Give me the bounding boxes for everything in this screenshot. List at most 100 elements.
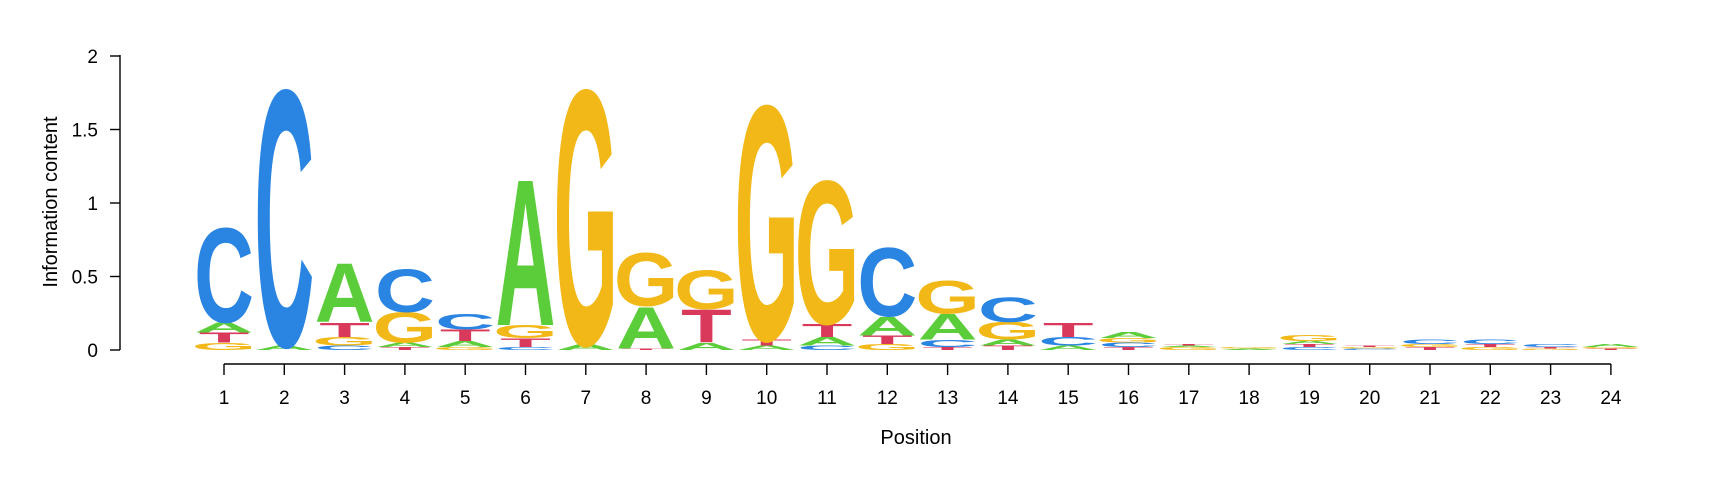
glyph-C-pos-22: C	[1460, 339, 1520, 346]
logo-stack-position-8: TAG	[614, 237, 678, 362]
glyph-G-pos-11: G	[795, 139, 859, 369]
glyph-T-pos-3: T	[319, 318, 370, 341]
glyph-A-pos-15: A	[1038, 345, 1098, 352]
glyph-G-pos-9: G	[674, 259, 738, 321]
glyph-G-pos-14: G	[976, 318, 1040, 345]
x-tick-label: 12	[877, 388, 898, 409]
x-tick-label: 16	[1118, 388, 1139, 409]
glyph-A-pos-9: A	[676, 341, 736, 352]
glyph-T-pos-9: T	[681, 301, 732, 354]
glyph-A-pos-19: A	[1279, 340, 1339, 345]
x-axis: 1 2 3 4 5 6 7 8 9 10 11 12 13 14 15 16 17 18 19 20 21 22 23 24	[219, 363, 1622, 409]
glyph-G-pos-3: G	[312, 334, 376, 348]
glyph-T-pos-11: T	[802, 320, 853, 341]
glyph-G-pos-17: G	[1157, 346, 1221, 351]
glyph-G-pos-20: G	[1337, 347, 1401, 349]
glyph-C-pos-13: C	[918, 338, 978, 349]
glyph-C-pos-20: C	[1340, 348, 1400, 350]
logo-stack-position-7: AG	[554, 14, 618, 422]
logo-stack-position-9: ATG	[674, 259, 738, 354]
y-axis-title: Information content	[40, 116, 62, 288]
glyph-C-pos-2: C	[254, 14, 314, 424]
y-tick-label: 0	[87, 341, 98, 362]
glyph-G-pos-21: G	[1398, 343, 1462, 348]
x-tick-label: 10	[756, 388, 777, 409]
glyph-T-pos-13: T	[922, 346, 973, 351]
x-axis-title: Position	[880, 427, 951, 449]
glyph-A-pos-7: A	[556, 343, 616, 352]
glyph-A-pos-4: A	[375, 342, 435, 349]
glyph-T-pos-10: T	[741, 338, 792, 347]
x-tick-label: 4	[400, 388, 411, 409]
glyph-T-pos-20: T	[1344, 345, 1395, 347]
x-tick-label: 9	[701, 388, 712, 409]
glyph-T-pos-23: T	[1525, 347, 1576, 349]
glyph-A-pos-14: A	[978, 338, 1038, 347]
x-tick-label: 20	[1359, 388, 1380, 409]
glyph-G-pos-8: G	[614, 237, 678, 322]
glyph-G-pos-18: G	[1217, 347, 1281, 349]
glyph-G-pos-1: G	[192, 341, 256, 352]
glyph-C-pos-16: C	[1099, 342, 1159, 349]
glyph-C-pos-19: C	[1279, 346, 1339, 351]
glyph-T-pos-17: T	[1163, 344, 1214, 346]
glyph-C-pos-12: C	[857, 229, 917, 338]
logo-stack-position-22: GTC	[1458, 339, 1522, 351]
logo-stack-position-24: TGA	[1579, 343, 1643, 350]
glyph-A-pos-17: A	[1159, 345, 1219, 347]
glyph-A-pos-24: A	[1581, 343, 1641, 348]
glyph-T-pos-22: T	[1465, 343, 1516, 348]
glyph-A-pos-2: A	[254, 345, 314, 352]
x-tick-label: 19	[1299, 388, 1320, 409]
glyph-G-pos-22: G	[1458, 346, 1522, 351]
glyph-G-pos-13: G	[915, 271, 979, 324]
glyph-C-pos-6: C	[496, 346, 556, 351]
glyph-T-pos-14: T	[983, 345, 1034, 352]
glyph-C-pos-14: C	[978, 291, 1038, 330]
glyph-C-pos-23: C	[1521, 343, 1581, 348]
logo-stack-position-17: GAT	[1157, 344, 1221, 351]
logo-stack-position-23: GTC	[1518, 343, 1582, 350]
x-tick-label: 18	[1239, 388, 1260, 409]
glyph-A-pos-18: A	[1219, 348, 1279, 350]
glyph-G-pos-6: G	[493, 322, 557, 343]
glyph-G-pos-24: G	[1579, 347, 1643, 349]
glyph-C-pos-21: C	[1400, 339, 1460, 346]
glyph-A-pos-1: A	[194, 319, 254, 335]
glyph-T-pos-16: T	[1103, 346, 1154, 351]
glyph-C-pos-1: C	[194, 199, 254, 351]
x-tick-label: 7	[581, 388, 592, 409]
glyph-G-pos-16: G	[1096, 337, 1160, 344]
glyph-A-pos-3: A	[315, 245, 375, 340]
x-tick-label: 3	[339, 388, 350, 409]
glyph-A-pos-11: A	[797, 334, 857, 348]
glyph-T-pos-21: T	[1405, 346, 1456, 351]
glyph-G-pos-7: G	[554, 14, 618, 422]
x-tick-label: 15	[1058, 388, 1079, 409]
logo-stack-position-20: CGT	[1337, 345, 1401, 350]
glyph-G-pos-19: G	[1277, 334, 1341, 343]
glyph-A-pos-16: A	[1099, 331, 1159, 340]
y-tick-label: 2	[87, 47, 98, 68]
glyph-T-pos-19: T	[1284, 343, 1335, 348]
glyph-C-pos-5: C	[435, 309, 495, 334]
glyph-C-pos-3: C	[315, 345, 375, 352]
x-tick-label: 2	[279, 388, 290, 409]
logo-stack-position-10: ATG	[734, 35, 798, 411]
logo-stack-position-15: ACT	[1038, 318, 1098, 351]
glyph-A-pos-13: A	[918, 306, 978, 347]
x-tick-label: 1	[219, 388, 230, 409]
glyph-T-pos-4: T	[380, 346, 431, 351]
x-tick-label: 13	[937, 388, 958, 409]
glyph-T-pos-1: T	[199, 330, 250, 346]
glyph-T-pos-6: T	[500, 336, 551, 350]
